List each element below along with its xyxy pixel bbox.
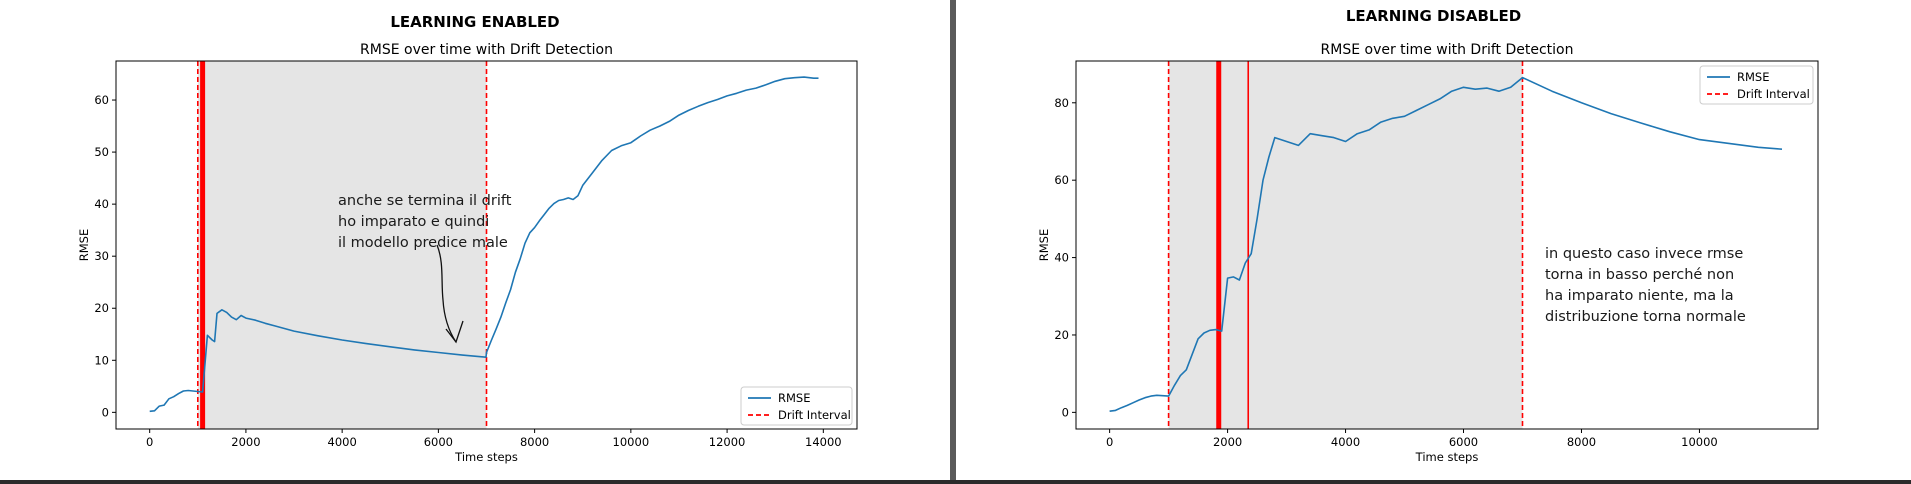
x-tick-label: 4000 (1331, 435, 1360, 449)
drift-shaded-region (1168, 61, 1523, 429)
window-bottom-bar (0, 480, 1911, 484)
y-tick-label: 60 (94, 93, 109, 107)
x-tick-label: 6000 (1449, 435, 1478, 449)
x-axis-label: Time steps (1415, 450, 1479, 464)
rmse-series-line (149, 76, 819, 413)
chart-title: RMSE over time with Drift Detection (360, 42, 613, 58)
x-tick-label: 8000 (520, 435, 549, 449)
x-tick-label: 6000 (424, 435, 453, 449)
y-axis-label: RMSE (77, 229, 91, 261)
x-tick-label: 10000 (613, 435, 650, 449)
rmse-chart-learning-disabled: RMSE over time with Drift Detection 0 2000… (1037, 42, 1819, 464)
legend-drift-label: Drift Interval (778, 408, 851, 422)
chart-legend: RMSE Drift Interval (1699, 65, 1814, 105)
x-tick-label: 2000 (1213, 435, 1242, 449)
y-tick-label: 20 (94, 301, 109, 315)
chart-title: RMSE over time with Drift Detection (1321, 42, 1574, 58)
y-tick-label: 0 (102, 405, 109, 419)
plot-frame (115, 60, 858, 430)
panel-divider[interactable] (950, 0, 956, 484)
legend-rmse-label: RMSE (1737, 70, 1769, 84)
y-tick-label: 40 (94, 197, 109, 211)
handwritten-note: in questo caso invece rmse torna in bass… (1545, 246, 1746, 325)
y-tick-label: 30 (94, 249, 109, 263)
x-tick-label: 8000 (1567, 435, 1596, 449)
legend-rmse-label: RMSE (778, 391, 810, 405)
x-tick-label: 2000 (231, 435, 260, 449)
y-tick-label: 10 (94, 353, 109, 367)
x-tick-label: 10000 (1681, 435, 1718, 449)
x-tick-label: 0 (146, 435, 153, 449)
rmse-series-line (1109, 76, 1783, 412)
x-tick-label: 4000 (328, 435, 357, 449)
x-tick-label: 0 (1106, 435, 1113, 449)
x-axis-label: Time steps (454, 450, 518, 464)
y-tick-label: 20 (1054, 328, 1069, 342)
legend-drift-label: Drift Interval (1737, 87, 1810, 101)
learning-enabled-panel: LEARNING ENABLED RMSE over time with Dri… (0, 0, 950, 484)
y-axis-label: RMSE (1037, 229, 1051, 261)
y-tick-label: 60 (1054, 173, 1069, 187)
y-tick-label: 40 (1054, 251, 1069, 265)
plot-frame (1075, 60, 1819, 430)
panel-heading: LEARNING DISABLED (1345, 7, 1522, 25)
handwritten-note: anche se termina il drift ho imparato e … (338, 193, 512, 251)
learning-disabled-panel: LEARNING DISABLED RMSE over time with Dr… (956, 0, 1911, 484)
chart-legend: RMSE Drift Interval (740, 386, 853, 426)
legend-box (1699, 65, 1814, 105)
y-tick-label: 50 (94, 145, 109, 159)
y-tick-label: 0 (1062, 405, 1069, 419)
y-tick-label: 80 (1054, 96, 1069, 110)
panel-heading: LEARNING ENABLED (390, 13, 560, 31)
x-tick-label: 14000 (805, 435, 842, 449)
x-tick-label: 12000 (709, 435, 746, 449)
